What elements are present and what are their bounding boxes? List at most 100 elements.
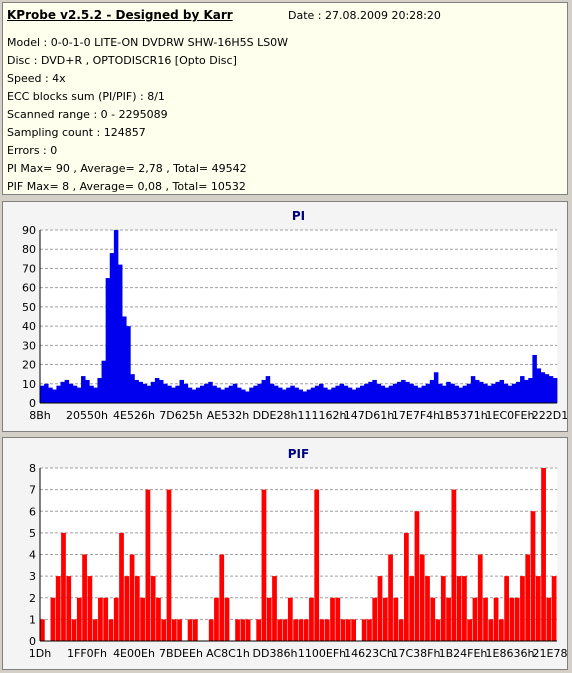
pif-bar <box>177 619 182 641</box>
pi-bar <box>483 383 488 403</box>
pi-bar <box>396 381 402 403</box>
y-tick-label: 3 <box>29 570 36 583</box>
y-tick-label: 90 <box>22 224 36 237</box>
pi-bar <box>113 230 119 403</box>
pi-bar <box>364 383 369 403</box>
pif-bar <box>382 597 388 641</box>
pif-bar <box>451 489 457 641</box>
pi-bar <box>495 381 500 403</box>
pif-bar <box>124 576 130 641</box>
pif-bar <box>87 576 93 641</box>
pi-bar <box>150 381 156 403</box>
pif-bar <box>319 619 325 641</box>
pi-bar <box>310 387 316 403</box>
pif-bar <box>171 619 177 641</box>
pi-bar <box>392 383 398 403</box>
x-tick-label: 1B24FEh <box>439 647 488 660</box>
pif-bar <box>192 619 198 641</box>
pi-bar <box>269 383 275 403</box>
pif-bar <box>419 554 425 641</box>
pif-bar <box>467 619 473 641</box>
pi-bar <box>528 378 533 403</box>
x-tick-label: 8Bh <box>29 409 51 422</box>
y-tick-label: 2 <box>29 592 36 605</box>
pi-bar <box>294 387 299 403</box>
pi-bar <box>302 391 308 403</box>
x-tick-label: 7BDEEh <box>159 647 203 660</box>
pif-bar <box>435 619 441 641</box>
pif-bar <box>150 576 156 641</box>
sampling-count-info: Sampling count : 124857 <box>7 126 146 139</box>
pif-chart-panel: 0 1 2 3 4 5 6 7 8 PIF 1Dh 1FF0Fh 4E00Eh 7BDEEh AC8C1h D… <box>2 437 572 670</box>
pi-bar <box>183 383 189 403</box>
pif-bar <box>145 489 151 641</box>
pi-bar <box>331 387 336 403</box>
pi-bar <box>228 385 234 403</box>
y-tick-label: 1 <box>29 613 36 626</box>
pif-bar <box>372 597 378 641</box>
scanned-range-info: Scanned range : 0 - 2295089 <box>7 108 168 121</box>
pi-bar <box>479 381 484 403</box>
pi-bar <box>191 389 197 403</box>
pif-bar <box>161 619 167 641</box>
pif-bar <box>303 619 309 641</box>
pif-bar <box>345 619 351 641</box>
pi-bar <box>56 385 61 403</box>
pi-bar <box>507 385 513 403</box>
x-tick-label: 1E8636h <box>486 647 535 660</box>
pi-bar <box>40 385 45 403</box>
pi-bar <box>167 385 172 403</box>
pi-bar <box>442 385 447 403</box>
x-tick-label: 1Dh <box>29 647 51 660</box>
pi-bar <box>306 389 312 403</box>
pif-bar <box>76 597 82 641</box>
x-tick-label: 4E526h <box>113 409 155 422</box>
pi-bar <box>44 383 49 403</box>
pif-bar <box>514 597 520 641</box>
pi-bar <box>282 389 287 403</box>
pif-bar <box>535 576 541 641</box>
pi-chart: 0 10 20 30 40 50 60 70 80 90 PI 8Bh 20550h 4E526h 7D62… <box>22 209 572 422</box>
pi-bar <box>179 379 185 403</box>
pi-bar <box>290 385 295 403</box>
pif-bar <box>425 576 430 641</box>
pi-bar <box>343 385 349 403</box>
x-tick-label: 17C38Fh <box>392 647 441 660</box>
pi-bar <box>232 383 238 403</box>
y-tick-label: 0 <box>29 635 36 648</box>
x-tick-label: AC8C1h <box>206 647 250 660</box>
pif-bar <box>477 554 483 641</box>
pif-bar <box>235 619 240 641</box>
pif-bar <box>409 576 415 641</box>
pi-bar <box>212 385 217 403</box>
pif-bar <box>219 554 225 641</box>
pi-bar <box>433 372 439 403</box>
pif-bar <box>282 619 288 641</box>
pi-bar <box>261 379 267 403</box>
pi-bar <box>372 379 377 403</box>
pi-bar <box>470 376 476 403</box>
pi-bar <box>524 379 529 403</box>
pi-bar <box>52 389 57 403</box>
pi-bar <box>76 387 82 403</box>
pi-chart-panel: 0 10 20 30 40 50 60 70 80 90 PI 8Bh 20550h 4E526h 7D62… <box>2 201 572 432</box>
pi-bar <box>85 379 90 403</box>
pi-bar <box>187 387 193 403</box>
pif-bar <box>61 532 66 641</box>
pi-bar <box>319 383 324 403</box>
pif-bar <box>361 619 367 641</box>
pi-bar <box>286 387 291 403</box>
pif-bar <box>287 597 293 641</box>
pif-bar <box>113 597 119 641</box>
pi-bar <box>355 387 361 403</box>
pif-bar <box>541 468 546 641</box>
pi-bar <box>409 383 414 403</box>
pi-bar <box>515 381 521 403</box>
pi-bar <box>253 385 258 403</box>
pif-bar <box>256 619 262 641</box>
pif-bar <box>134 576 140 641</box>
pif-bar <box>440 576 446 641</box>
y-tick-label: 30 <box>22 339 36 352</box>
pif-bar <box>498 619 504 641</box>
pi-bar <box>93 387 98 403</box>
